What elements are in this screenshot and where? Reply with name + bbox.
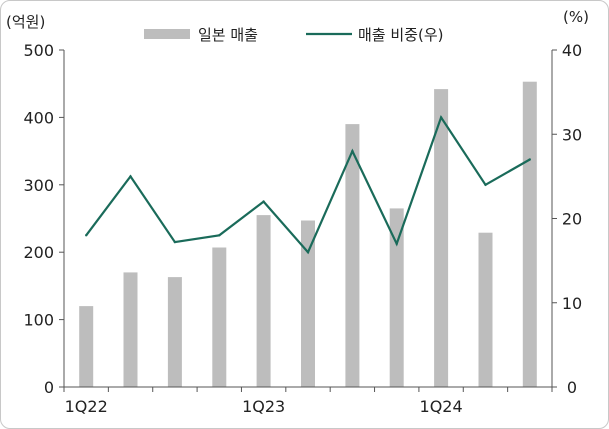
bar [345,124,360,387]
x-tick-label: 1Q23 [242,397,285,416]
line-series [85,114,531,255]
left-tick-label: 400 [23,108,54,127]
line-point [528,158,531,161]
bar [79,306,94,387]
line-point [129,175,132,178]
right-tick-label: 0 [567,378,577,397]
legend-label-bar: 일본 매출 [198,26,258,44]
bar [522,81,537,387]
right-axis-unit: (%) [563,8,589,26]
left-axis-unit: (억원) [6,13,45,31]
bar [167,277,182,387]
x-tick-label: 1Q24 [420,397,463,416]
line-point [484,183,487,186]
legend-label-line: 매출 비중(우) [358,26,443,44]
line-point [439,116,443,119]
right-tick-label: 30 [562,125,582,144]
right-tick-label: 40 [562,41,582,60]
bar [256,215,271,387]
left-tick-label: 300 [23,176,54,195]
bar [478,232,493,387]
bar [434,89,449,387]
line-point [218,234,221,237]
bar [212,247,227,387]
axes: 0 100 200 300 400 500 0 10 20 30 40 1Q22 1Q23 1Q24 [23,41,582,416]
right-tick-label: 20 [562,210,582,229]
legend-bar-swatch [144,29,190,39]
right-tick-label: 10 [562,294,582,313]
line-point [306,251,310,254]
bar [389,208,404,387]
legend: 일본 매출 매출 비중(우) [144,26,443,44]
line-point [173,240,177,244]
line-point [351,149,354,153]
line-point [85,234,88,237]
left-tick-label: 100 [23,311,54,330]
line-point [395,242,398,245]
bar-series [79,81,537,387]
bar [301,220,315,387]
left-tick-label: 0 [44,378,54,397]
left-tick-label: 200 [23,243,54,262]
x-tick-label: 1Q22 [65,397,108,416]
line-point [262,200,265,203]
bar [123,272,138,387]
left-tick-label: 500 [23,41,54,60]
